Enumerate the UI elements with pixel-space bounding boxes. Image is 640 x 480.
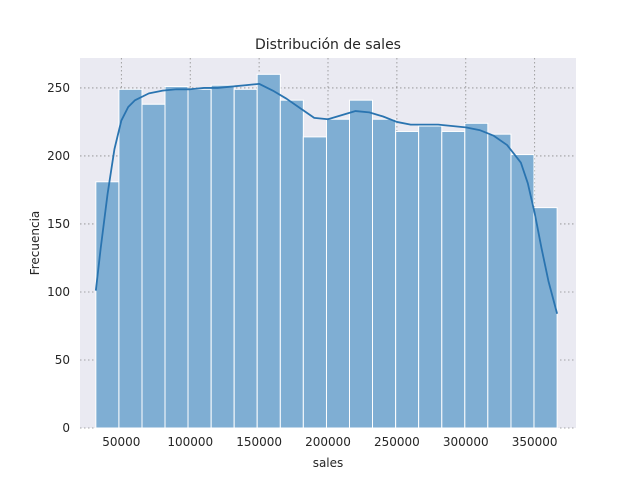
- histogram-bar: [279, 99, 304, 429]
- bars: [95, 73, 558, 429]
- x-axis-label: sales: [313, 456, 344, 470]
- histogram-bar: [95, 181, 120, 429]
- histogram-bar: [325, 118, 350, 429]
- histogram-bar: [302, 136, 327, 429]
- y-tick-label: 50: [55, 353, 70, 367]
- x-tick-label: 250000: [374, 435, 420, 449]
- histogram-bar: [533, 207, 558, 429]
- histogram-bar: [141, 103, 166, 429]
- x-tick-label: 150000: [236, 435, 282, 449]
- y-tick-label: 150: [47, 217, 70, 231]
- y-tick-label: 100: [47, 285, 70, 299]
- histogram-bar: [487, 133, 512, 429]
- y-tick-label: 200: [47, 149, 70, 163]
- chart-title: Distribución de sales: [255, 37, 401, 53]
- x-tick-label: 100000: [167, 435, 213, 449]
- x-tick-label: 300000: [443, 435, 489, 449]
- histogram-bar: [395, 130, 420, 429]
- y-tick-label: 0: [62, 421, 70, 435]
- histogram-bar: [210, 84, 235, 429]
- y-axis: 0 50 100 150 200 250: [47, 81, 70, 435]
- histogram-bar: [118, 88, 143, 429]
- histogram-bar: [348, 99, 374, 429]
- y-axis-label: Frecuencia: [28, 211, 42, 276]
- histogram-bar: [233, 88, 258, 429]
- kde-line: [94, 82, 558, 314]
- histogram-bar: [187, 88, 212, 429]
- histogram-bar: [418, 125, 443, 429]
- histogram-bar: [464, 122, 489, 429]
- x-tick-label: 200000: [305, 435, 351, 449]
- x-axis: 50000 100000 150000 200000 250000 300000 35000…: [102, 435, 557, 449]
- histogram-bar: [164, 86, 189, 429]
- histogram-bar: [441, 130, 466, 429]
- histogram-bar: [256, 73, 281, 429]
- y-tick-label: 250: [47, 81, 70, 95]
- x-tick-label: 350000: [512, 435, 558, 449]
- histogram-bar: [372, 118, 397, 429]
- x-tick-label: 50000: [102, 435, 140, 449]
